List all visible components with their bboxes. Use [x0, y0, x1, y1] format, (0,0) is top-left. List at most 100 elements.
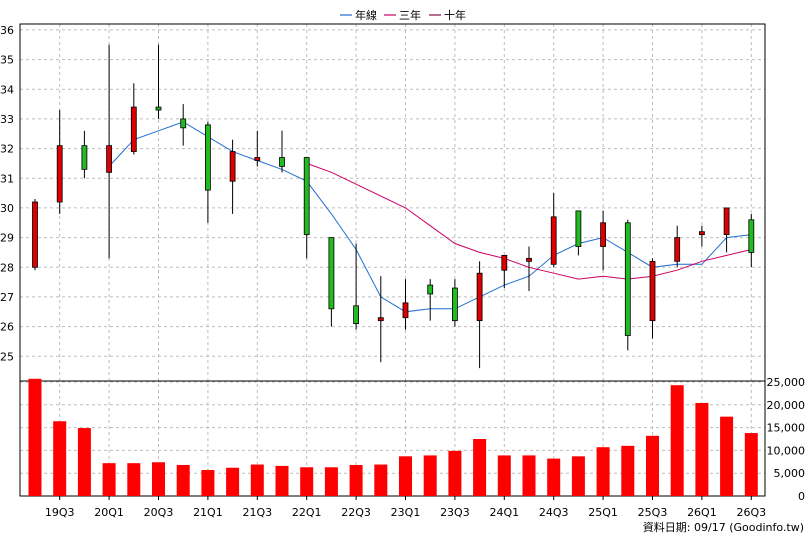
- price-tick-label: 35: [0, 54, 14, 67]
- price-tick-label: 29: [0, 232, 14, 245]
- x-tick-label: 25Q1: [588, 506, 618, 519]
- volume-bar: [28, 378, 42, 496]
- price-tick-label: 30: [0, 202, 14, 215]
- legend-label-2: 三年: [399, 8, 421, 22]
- frame: [19, 23, 766, 497]
- candle-body: [353, 305, 360, 325]
- volume-bar: [522, 455, 536, 496]
- price-tick-label: 27: [0, 291, 14, 304]
- x-tick-label: 21Q3: [242, 506, 272, 519]
- volume-bar: [646, 435, 659, 496]
- candle-body: [600, 222, 606, 247]
- volume-bar: [720, 416, 734, 496]
- volume-tick-label: 25,000: [767, 376, 806, 389]
- x-tick-label: 21Q1: [193, 506, 223, 519]
- candle-body: [451, 287, 458, 322]
- legend-label-1: 年線: [355, 8, 377, 22]
- candle-body: [575, 210, 582, 247]
- candle-body: [81, 145, 88, 170]
- x-tick-label: 19Q3: [45, 506, 75, 519]
- axis-labels: 25 26 27 28 29 30 31 32 33 34 35 36 0 5,000 10,000 15,0…: [0, 24, 805, 519]
- volume-bar: [275, 465, 289, 496]
- volume-bar: [423, 455, 437, 496]
- volume-bar: [448, 450, 462, 496]
- grid: [20, 24, 765, 496]
- x-tick-label: 25Q3: [638, 506, 668, 519]
- price-tick-label: 31: [0, 172, 14, 185]
- candle-body: [254, 157, 261, 161]
- candle-body: [328, 237, 335, 310]
- volume-tick-label: 10,000: [767, 444, 806, 457]
- price-tick-label: 34: [0, 83, 14, 96]
- price-tick-label: 36: [0, 24, 14, 37]
- candle-body: [279, 157, 285, 167]
- source-label: 資料日期: 09/17 (Goodinfo.tw): [643, 520, 804, 534]
- volume-bar: [695, 402, 709, 496]
- volume-tick-label: 15,000: [767, 422, 806, 435]
- price-tick-label: 33: [0, 113, 14, 126]
- volume-bar: [744, 433, 758, 496]
- volume-bar: [621, 445, 635, 496]
- volume-bar: [497, 455, 511, 496]
- volume-bar: [176, 464, 190, 496]
- candle-body: [106, 145, 112, 173]
- legend: 年線 三年 十年: [340, 8, 466, 22]
- candle-body: [723, 207, 730, 236]
- volume-bar: [127, 463, 141, 496]
- candle-body: [649, 260, 656, 322]
- price-tick-label: 26: [0, 321, 14, 334]
- x-tick-label: 22Q1: [292, 506, 322, 519]
- price-tick-label: 28: [0, 261, 14, 274]
- legend-label-3: 十年: [444, 8, 466, 22]
- candle-body: [427, 284, 434, 295]
- x-tick-label: 20Q1: [94, 506, 124, 519]
- candlesticks: [32, 44, 755, 369]
- volume-bar: [53, 421, 67, 496]
- volume-bar: [399, 456, 412, 496]
- candle-body: [748, 219, 755, 253]
- candle-body: [303, 157, 310, 236]
- candle-body: [180, 118, 187, 129]
- candle-body: [32, 201, 38, 268]
- volume-tick-label: 0: [798, 490, 805, 503]
- x-tick-label: 22Q3: [341, 506, 371, 519]
- price-tick-label: 32: [0, 143, 14, 156]
- x-tick-label: 23Q1: [391, 506, 421, 519]
- volume-bar: [596, 447, 610, 496]
- plot-frame: [19, 23, 766, 497]
- volume-bar: [226, 467, 240, 496]
- candle-body: [377, 317, 384, 322]
- candle-body: [624, 222, 631, 336]
- candle-body: [155, 106, 162, 111]
- x-tick-label: 24Q1: [489, 506, 519, 519]
- candle-body: [204, 124, 211, 191]
- x-tick-label: 26Q3: [736, 506, 766, 519]
- candle-body: [476, 272, 483, 322]
- x-tick-label: 23Q3: [440, 506, 470, 519]
- volume-bar: [473, 439, 487, 496]
- volume-bar: [571, 456, 585, 496]
- candle-body: [130, 106, 137, 152]
- volume-tick-label: 20,000: [767, 399, 806, 412]
- price-tick-label: 25: [0, 350, 14, 363]
- x-tick-label: 26Q1: [687, 506, 717, 519]
- volume-bar: [374, 464, 388, 496]
- candle-body: [674, 237, 681, 262]
- candle-body: [56, 145, 63, 203]
- volume-bar: [152, 462, 165, 496]
- candle-body: [526, 257, 532, 262]
- volume-bar: [102, 463, 116, 496]
- candle-body: [402, 302, 409, 319]
- candle-body: [550, 216, 557, 265]
- volume-tick-label: 5,000: [774, 467, 806, 480]
- volume-bar: [670, 385, 684, 496]
- volume-bar: [201, 470, 215, 496]
- volume-bars: [28, 378, 758, 496]
- volume-bar: [250, 464, 264, 496]
- volume-bar: [349, 464, 363, 496]
- candle-body: [501, 254, 508, 271]
- volume-bar: [300, 467, 314, 496]
- volume-bar: [547, 458, 561, 496]
